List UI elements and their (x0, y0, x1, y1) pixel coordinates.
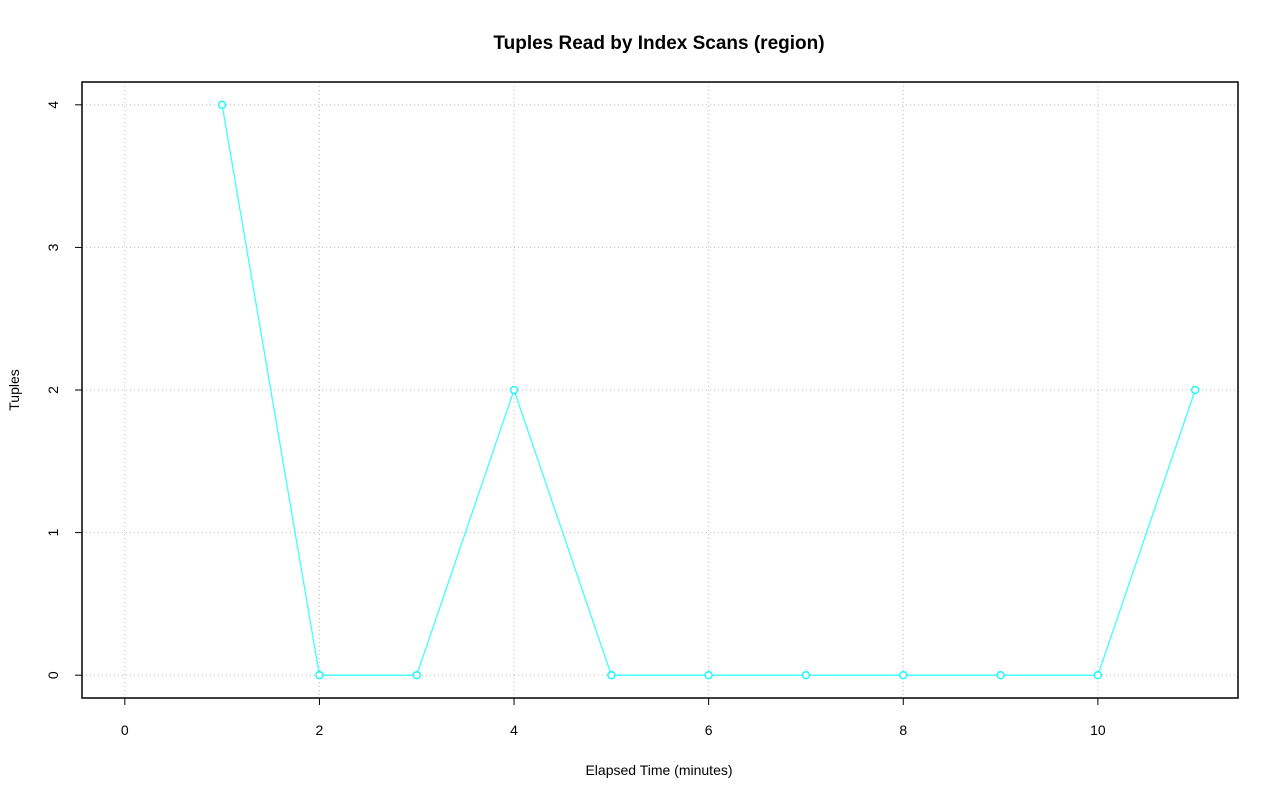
data-point (996, 671, 1005, 680)
data-point (1191, 385, 1200, 395)
data-point (1093, 671, 1103, 680)
x-tick-label: 0 (121, 722, 129, 738)
x-axis-label: Elapsed Time (minutes) (585, 762, 732, 778)
y-tick-label: 2 (45, 386, 61, 394)
data-point (217, 100, 227, 109)
x-tick-label: 6 (705, 722, 713, 738)
data-point (801, 671, 811, 680)
y-axis-label: Tuples (6, 369, 22, 411)
data-point (412, 671, 421, 680)
chart-title: Tuples Read by Index Scans (region) (493, 33, 824, 54)
data-point (704, 671, 713, 680)
y-tick-label: 1 (45, 528, 61, 536)
x-tick-label: 2 (316, 722, 324, 738)
x-tick-label: 10 (1090, 722, 1106, 738)
x-tick-label: 8 (899, 722, 907, 738)
y-tick-label: 0 (45, 671, 61, 679)
y-tick-label: 3 (45, 243, 61, 251)
y-tick-label: 4 (45, 101, 61, 109)
data-point (509, 385, 519, 395)
x-tick-label: 4 (510, 722, 518, 738)
data-point (315, 671, 324, 680)
data-point (899, 671, 908, 680)
data-point (607, 671, 616, 680)
plot-frame (81, 81, 1239, 699)
